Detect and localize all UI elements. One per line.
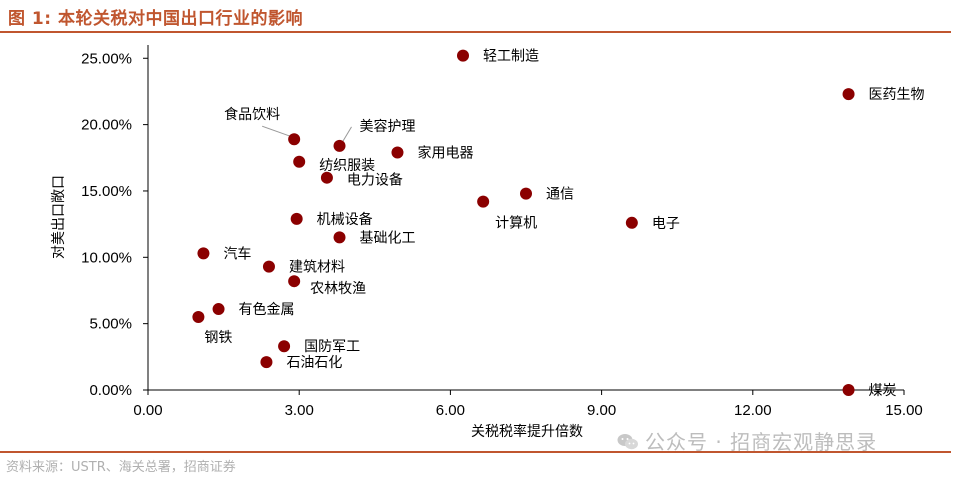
data-point [262, 260, 275, 273]
point-label: 建筑材料 [289, 260, 345, 276]
leader-line [342, 126, 352, 143]
data-points [192, 49, 855, 396]
data-point [391, 146, 404, 159]
point-label: 电力设备 [347, 172, 403, 189]
data-point [333, 231, 346, 244]
data-point [278, 340, 291, 353]
data-point [293, 155, 306, 168]
data-point [842, 88, 855, 101]
point-label: 通信 [546, 187, 574, 203]
point-label: 有色金属 [239, 301, 295, 318]
point-label: 基础化工 [360, 229, 416, 246]
data-point [260, 356, 273, 369]
data-point [288, 133, 301, 146]
data-point [457, 49, 469, 62]
point-label: 食品饮料 [224, 106, 280, 123]
leader-lines [261, 125, 352, 143]
chart-axes [147, 45, 904, 391]
data-point [290, 212, 303, 225]
data-point [192, 311, 205, 324]
y-tick-label: 0.00% [89, 382, 132, 399]
y-tick-label: 25.00% [81, 50, 132, 67]
footer-divider [0, 451, 951, 453]
point-label: 纺织服装 [319, 158, 375, 174]
x-tick-label: 15.00 [885, 402, 923, 419]
figure-title: 图 1: 本轮关税对中国出口行业的影响 [8, 9, 303, 29]
y-tick-label: 10.00% [81, 249, 132, 266]
x-tick-label: 6.00 [436, 402, 465, 419]
y-tick-label: 20.00% [81, 117, 132, 134]
x-axis-label: 关税税率提升倍数 [471, 423, 583, 440]
point-label: 计算机 [495, 216, 537, 232]
y-tick-label: 15.00% [81, 183, 132, 200]
x-tick-label: 0.00 [133, 402, 162, 419]
watermark: 公众号 · 招商宏观静思录 [617, 426, 877, 455]
point-label: 石油石化 [286, 355, 342, 371]
data-point [212, 303, 225, 316]
data-point [333, 139, 346, 152]
x-tick-label: 9.00 [587, 402, 616, 419]
y-tick-label: 5.00% [89, 316, 132, 333]
leader-line [261, 125, 291, 137]
data-point [477, 195, 490, 208]
watermark-text: 公众号 · 招商宏观静思录 [645, 430, 878, 454]
point-label: 电子 [652, 216, 680, 232]
data-point [197, 247, 210, 260]
data-point [625, 216, 638, 229]
data-point [288, 275, 301, 288]
point-label: 农林牧渔 [310, 281, 366, 297]
point-label: 轻工制造 [483, 49, 539, 65]
x-tick-label: 3.00 [285, 402, 314, 419]
title-divider [0, 31, 951, 33]
source-note: 资料来源：USTR、海关总署，招商证券 [6, 460, 236, 475]
point-label: 汽车 [223, 245, 251, 262]
y-axis-label: 对美出口敞口 [51, 175, 67, 259]
point-label: 家用电器 [417, 144, 473, 161]
data-point [842, 384, 855, 396]
point-label: 钢铁 [204, 330, 232, 346]
wechat-icon [617, 434, 638, 450]
x-tick-label: 12.00 [734, 402, 772, 419]
data-point [520, 187, 532, 200]
point-label: 机械设备 [317, 211, 373, 228]
point-label: 美容护理 [360, 118, 416, 135]
point-label: 医药生物 [869, 87, 925, 103]
point-label: 国防军工 [304, 339, 360, 355]
point-label: 煤炭 [869, 383, 897, 399]
axis-ticks: 0.00% 5.00% 10.00% 15.00% 20.00% 25.00% 0.00 3.… [81, 50, 923, 419]
data-point [320, 171, 333, 184]
